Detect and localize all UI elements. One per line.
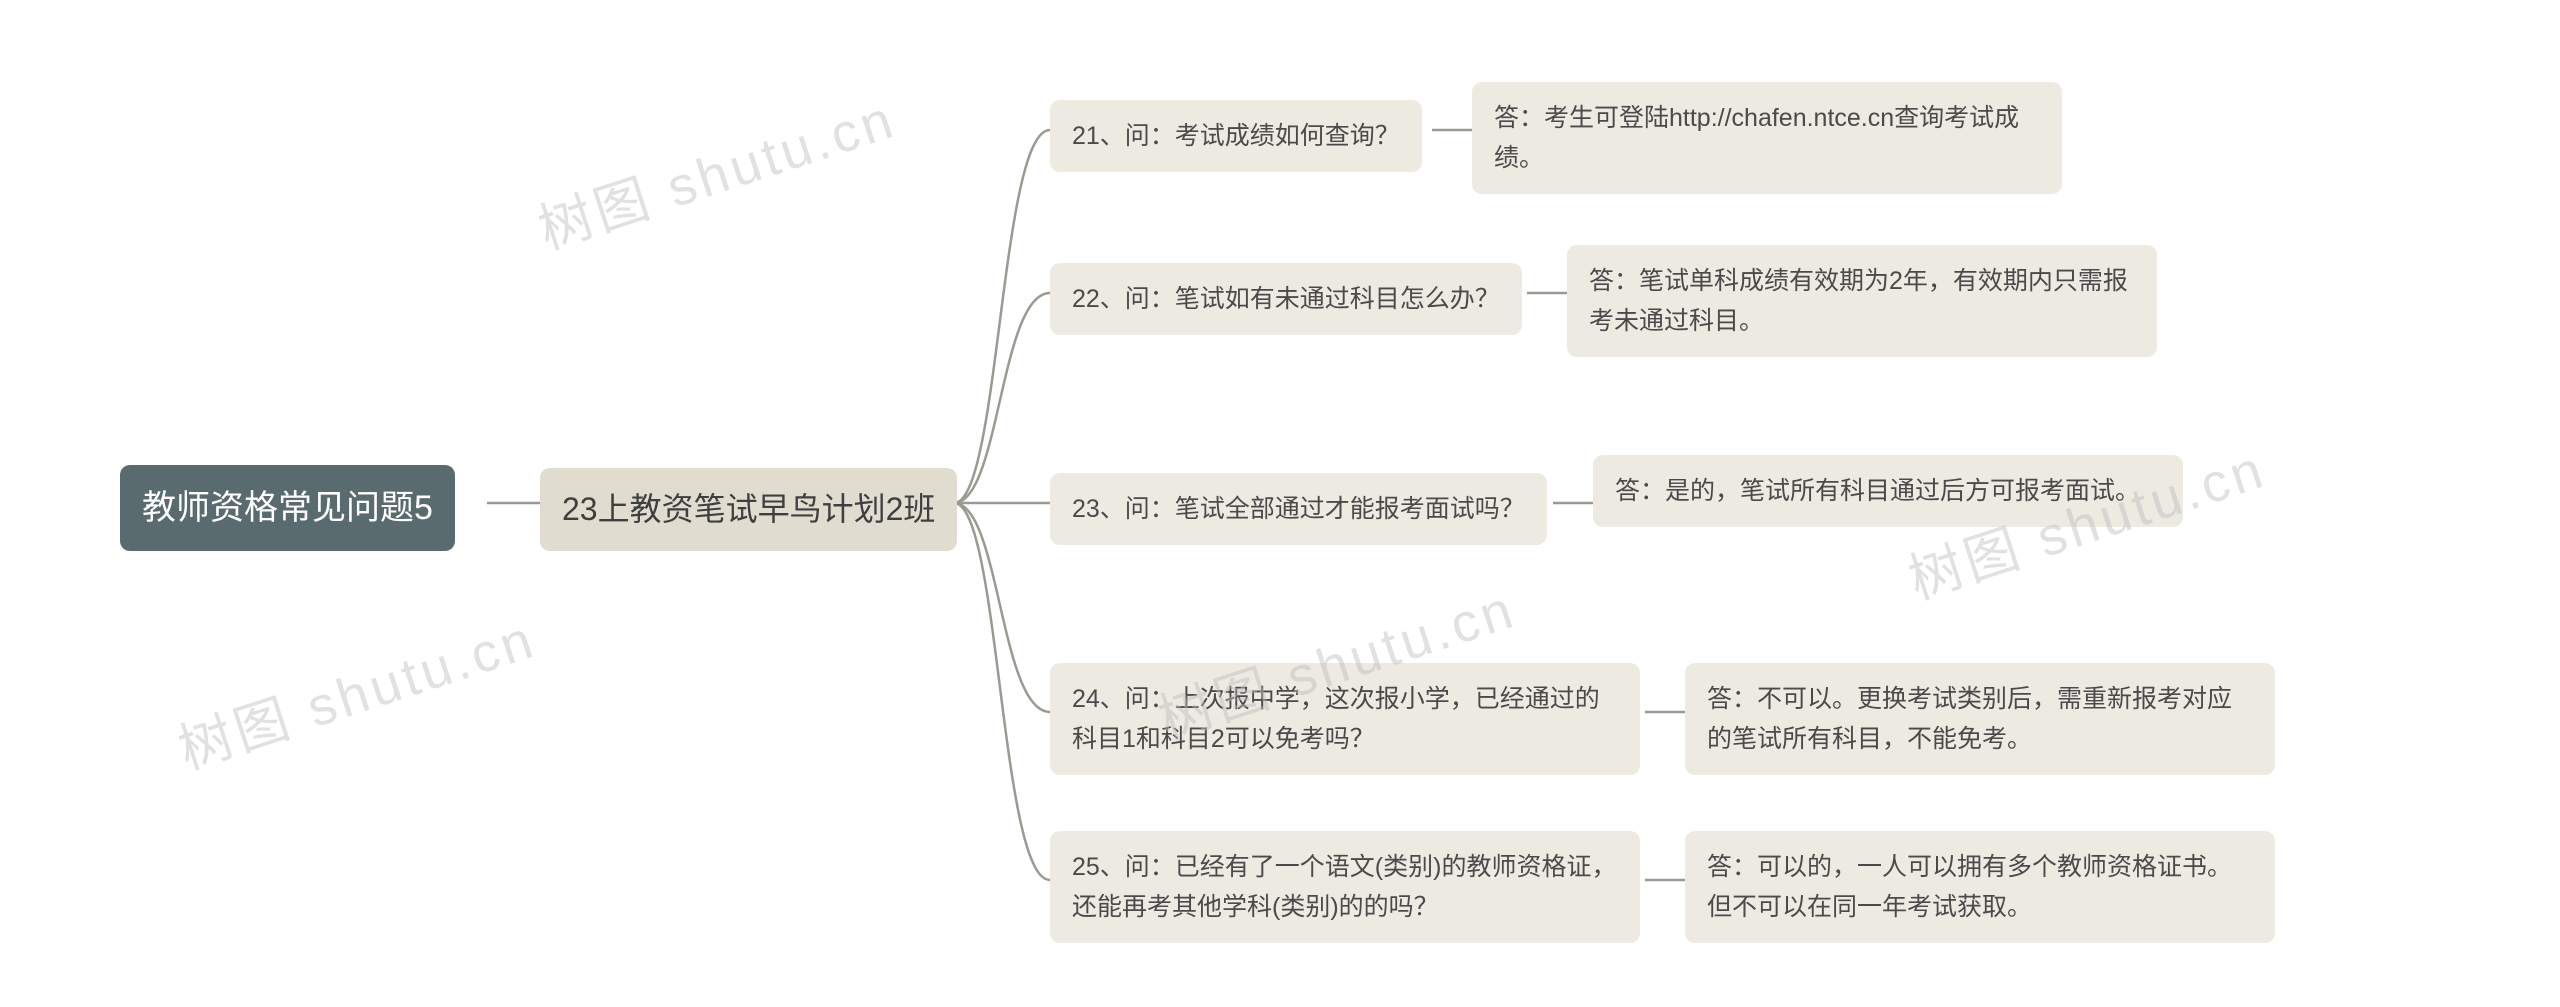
question-text: 21、问：考试成绩如何查询？ [1072,116,1400,156]
answer-text: 答：是的，笔试所有科目通过后方可报考面试。 [1615,471,2140,511]
question-text: 23、问：笔试全部通过才能报考面试吗？ [1072,489,1525,529]
root-label: 教师资格常见问题5 [142,481,433,535]
question-node[interactable]: 21、问：考试成绩如何查询？ [1050,100,1422,172]
answer-node[interactable]: 答：笔试单科成绩有效期为2年，有效期内只需报考未通过科目。 [1567,245,2157,357]
question-node[interactable]: 23、问：笔试全部通过才能报考面试吗？ [1050,473,1547,545]
answer-text: 答：笔试单科成绩有效期为2年，有效期内只需报考未通过科目。 [1589,261,2135,341]
root-node[interactable]: 教师资格常见问题5 [120,465,455,551]
answer-text: 答：考生可登陆http://chafen.ntce.cn查询考试成绩。 [1494,98,2040,178]
answer-node[interactable]: 答：考生可登陆http://chafen.ntce.cn查询考试成绩。 [1472,82,2062,194]
mindmap-canvas: 教师资格常见问题5 23上教资笔试早鸟计划2班 21、问：考试成绩如何查询？ 答… [0,0,2560,1007]
question-node[interactable]: 24、问：上次报中学，这次报小学，已经通过的科目1和科目2可以免考吗？ [1050,663,1640,775]
question-text: 25、问：已经有了一个语文(类别)的教师资格证，还能再考其他学科(类别)的的吗？ [1072,847,1618,927]
question-node[interactable]: 22、问：笔试如有未通过科目怎么办？ [1050,263,1522,335]
question-node[interactable]: 25、问：已经有了一个语文(类别)的教师资格证，还能再考其他学科(类别)的的吗？ [1050,831,1640,943]
answer-node[interactable]: 答：是的，笔试所有科目通过后方可报考面试。 [1593,455,2183,527]
question-text: 24、问：上次报中学，这次报小学，已经通过的科目1和科目2可以免考吗？ [1072,679,1618,759]
watermark: 树图 shutu.cn [167,595,544,785]
answer-node[interactable]: 答：可以的，一人可以拥有多个教师资格证书。但不可以在同一年考试获取。 [1685,831,2275,943]
answer-node[interactable]: 答：不可以。更换考试类别后，需重新报考对应的笔试所有科目，不能免考。 [1685,663,2275,775]
level1-node[interactable]: 23上教资笔试早鸟计划2班 [540,468,957,551]
answer-text: 答：不可以。更换考试类别后，需重新报考对应的笔试所有科目，不能免考。 [1707,679,2253,759]
watermark: 树图 shutu.cn [527,75,904,265]
level1-label: 23上教资笔试早鸟计划2班 [562,484,935,535]
question-text: 22、问：笔试如有未通过科目怎么办？ [1072,279,1500,319]
answer-text: 答：可以的，一人可以拥有多个教师资格证书。但不可以在同一年考试获取。 [1707,847,2253,927]
